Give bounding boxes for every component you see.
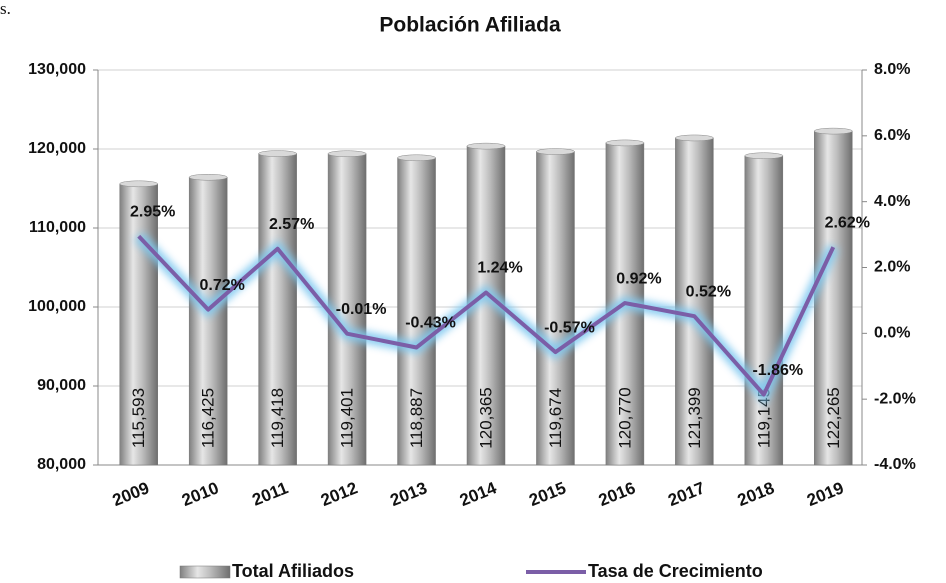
x-tick-label: 2016 — [596, 478, 638, 510]
y-tick-label: 90,000 — [37, 377, 86, 394]
x-tick-label: 2011 — [249, 478, 290, 509]
bar-cap — [188, 173, 228, 181]
line-value-label: 0.72% — [199, 277, 244, 294]
legend-label: Tasa de Crecimiento — [588, 561, 763, 581]
bar-value-label: 119,401 — [338, 388, 357, 448]
bar-cap — [327, 150, 367, 157]
bar-cap — [466, 142, 506, 150]
y-tick-label: 130,000 — [28, 61, 86, 78]
bar — [119, 183, 158, 466]
line-value-label: 1.24% — [477, 260, 522, 277]
x-tick-label: 2010 — [179, 478, 221, 510]
line — [137, 234, 836, 397]
line-value-label: -1.86% — [752, 362, 803, 379]
bar-cap — [119, 180, 158, 188]
bar-cap — [675, 134, 714, 142]
bar-cap — [258, 150, 297, 157]
bar-value-label: 121,399 — [685, 387, 704, 448]
bar — [536, 151, 575, 466]
bar-value-label: 118,887 — [407, 388, 426, 448]
x-tick-label: 2018 — [735, 478, 777, 510]
bar-value-label: 119,145 — [754, 388, 773, 448]
line-value-label: -0.43% — [405, 315, 456, 332]
bar — [397, 157, 436, 466]
y2-tick-label: -4.0% — [874, 456, 916, 473]
y-tick-label: 80,000 — [37, 456, 86, 473]
bar-value-label: 122,265 — [824, 387, 843, 448]
bar-value-label: 120,770 — [615, 387, 634, 448]
bar-value-label: 119,418 — [268, 388, 287, 448]
chart-title: Población Afiliada — [379, 14, 561, 37]
x-tick-label: 2009 — [110, 478, 152, 510]
x-tick-label: 2019 — [804, 478, 846, 510]
y-tick-label: 100,000 — [28, 298, 86, 315]
bar-cap — [536, 148, 575, 155]
bar-value-label: 119,674 — [546, 388, 565, 448]
y2-tick-label: 0.0% — [874, 325, 910, 342]
bar — [675, 137, 714, 466]
bar-value-label: 115,593 — [129, 388, 148, 448]
legend-item: Tasa de Crecimiento — [526, 561, 763, 581]
x-tick-label: 2013 — [388, 478, 430, 510]
bar-cap — [814, 127, 853, 135]
y2-tick-label: 4.0% — [874, 193, 910, 210]
bar-value-label: 116,425 — [199, 388, 218, 448]
y2-tick-label: 8.0% — [874, 61, 910, 78]
y2-tick-label: 2.0% — [874, 259, 910, 276]
bar — [744, 155, 784, 466]
bar-cap — [605, 139, 645, 147]
corner-text: s. — [0, 0, 11, 18]
bar-value-label: 120,365 — [476, 387, 495, 448]
y-tick-label: 110,000 — [29, 219, 86, 236]
legend-item: Total Afiliados — [179, 561, 354, 581]
bar-cap — [744, 152, 784, 160]
bar-cap — [397, 154, 436, 162]
line-value-label: -0.57% — [544, 319, 595, 336]
x-tick-label: 2014 — [457, 478, 500, 510]
y-tick-label: 120,000 — [28, 140, 86, 157]
legend-swatch — [179, 565, 231, 579]
line-value-label: -0.01% — [336, 301, 387, 318]
bar — [258, 153, 297, 466]
x-tick-label: 2012 — [318, 478, 360, 510]
line-value-label: 2.95% — [130, 203, 175, 220]
y2-tick-label: 6.0% — [874, 127, 910, 144]
line-value-label: 0.52% — [686, 283, 731, 300]
line-value-label: 0.92% — [616, 270, 661, 287]
line-value-label: 2.62% — [825, 214, 870, 231]
y2-tick-label: -2.0% — [874, 390, 916, 407]
legend-label: Total Afiliados — [232, 561, 354, 581]
line-value-label: 2.57% — [269, 216, 314, 233]
x-tick-label: 2017 — [665, 478, 707, 510]
bar — [188, 176, 228, 466]
x-tick-label: 2015 — [526, 478, 568, 510]
